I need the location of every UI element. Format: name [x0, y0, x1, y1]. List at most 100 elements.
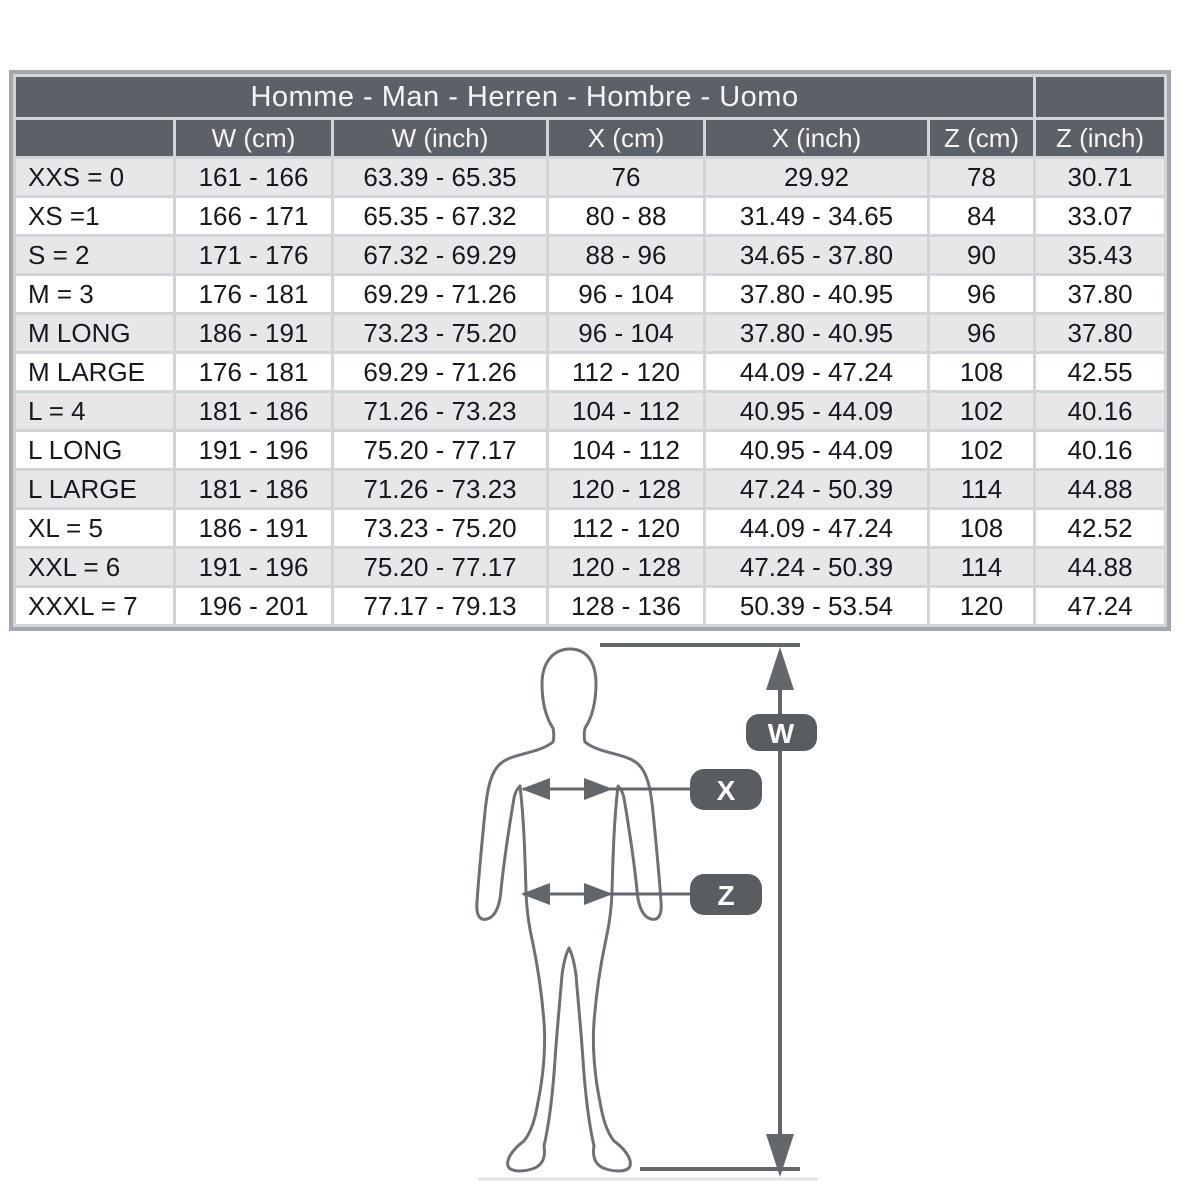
size-label: S = 2 [16, 237, 173, 273]
table-title: Homme - Man - Herren - Hombre - Uomo [16, 77, 1034, 117]
size-label: XXXL = 7 [16, 588, 173, 624]
x-inch-value: 47.24 - 50.39 [706, 549, 927, 585]
z-inch-value: 42.52 [1036, 510, 1165, 546]
waist-badge-label: Z [717, 880, 734, 911]
x-cm-value: 112 - 120 [549, 510, 703, 546]
w-cm-value: 181 - 186 [176, 471, 331, 507]
w-inch-value: 69.29 - 71.26 [334, 276, 546, 312]
w-inch-value: 77.17 - 79.13 [334, 588, 546, 624]
col-header-z-inch: Z (inch) [1036, 120, 1165, 156]
human-figure-outline [475, 647, 663, 1173]
z-cm-value: 96 [930, 315, 1034, 351]
w-cm-value: 186 - 191 [176, 315, 331, 351]
waist-measure [521, 883, 692, 905]
col-header-w-inch: W (inch) [334, 120, 546, 156]
col-header-z-cm: Z (cm) [930, 120, 1034, 156]
z-cm-value: 108 [930, 510, 1034, 546]
x-inch-value: 37.80 - 40.95 [706, 276, 927, 312]
table-row: L LONG 191 - 196 75.20 - 77.17 104 - 112… [16, 432, 1165, 468]
z-inch-value: 42.55 [1036, 354, 1165, 390]
x-cm-value: 96 - 104 [549, 276, 703, 312]
z-cm-value: 90 [930, 237, 1034, 273]
table-row: M = 3 176 - 181 69.29 - 71.26 96 - 104 3… [16, 276, 1165, 312]
x-cm-value: 76 [549, 159, 703, 195]
col-header-x-inch: X (inch) [706, 120, 927, 156]
x-cm-value: 80 - 88 [549, 198, 703, 234]
w-cm-value: 176 - 181 [176, 354, 331, 390]
z-cm-value: 102 [930, 393, 1034, 429]
chest-measure [521, 778, 692, 800]
w-inch-value: 71.26 - 73.23 [334, 393, 546, 429]
w-inch-value: 73.23 - 75.20 [334, 510, 546, 546]
x-cm-value: 104 - 112 [549, 432, 703, 468]
height-badge: W [746, 714, 817, 751]
size-chart-table-container: Homme - Man - Herren - Hombre - Uomo W (… [9, 70, 1171, 631]
table-row: S = 2 171 - 176 67.32 - 69.29 88 - 96 34… [16, 237, 1165, 273]
w-inch-value: 75.20 - 77.17 [334, 432, 546, 468]
w-inch-value: 71.26 - 73.23 [334, 471, 546, 507]
table-row: XXS = 0 161 - 166 63.39 - 65.35 76 29.92… [16, 159, 1165, 195]
w-inch-value: 69.29 - 71.26 [334, 354, 546, 390]
col-header-x-cm: X (cm) [549, 120, 703, 156]
z-inch-value: 44.88 [1036, 549, 1165, 585]
w-cm-value: 196 - 201 [176, 588, 331, 624]
w-inch-value: 65.35 - 67.32 [334, 198, 546, 234]
z-cm-value: 102 [930, 432, 1034, 468]
table-row: XL = 5 186 - 191 73.23 - 75.20 112 - 120… [16, 510, 1165, 546]
z-inch-value: 47.24 [1036, 588, 1165, 624]
size-label: L LONG [16, 432, 173, 468]
x-inch-value: 44.09 - 47.24 [706, 510, 927, 546]
size-chart-table: Homme - Man - Herren - Hombre - Uomo W (… [13, 74, 1168, 627]
w-inch-value: 67.32 - 69.29 [334, 237, 546, 273]
z-cm-value: 114 [930, 471, 1034, 507]
table-title-spacer [1036, 77, 1165, 117]
arrow-left-icon [521, 883, 550, 905]
table-title-row: Homme - Man - Herren - Hombre - Uomo [16, 77, 1165, 117]
x-inch-value: 47.24 - 50.39 [706, 471, 927, 507]
col-header-w-cm: W (cm) [176, 120, 331, 156]
x-cm-value: 104 - 112 [549, 393, 703, 429]
w-cm-value: 176 - 181 [176, 276, 331, 312]
w-cm-value: 191 - 196 [176, 549, 331, 585]
z-cm-value: 78 [930, 159, 1034, 195]
table-row: XXL = 6 191 - 196 75.20 - 77.17 120 - 12… [16, 549, 1165, 585]
x-cm-value: 112 - 120 [549, 354, 703, 390]
w-inch-value: 63.39 - 65.35 [334, 159, 546, 195]
waist-badge: Z [690, 874, 762, 915]
x-inch-value: 37.80 - 40.95 [706, 315, 927, 351]
size-label: L LARGE [16, 471, 173, 507]
x-inch-value: 29.92 [706, 159, 927, 195]
size-label: XXL = 6 [16, 549, 173, 585]
chest-badge-label: X [717, 775, 736, 806]
z-inch-value: 44.88 [1036, 471, 1165, 507]
z-inch-value: 40.16 [1036, 393, 1165, 429]
size-label: L = 4 [16, 393, 173, 429]
table-row: M LARGE 176 - 181 69.29 - 71.26 112 - 12… [16, 354, 1165, 390]
x-cm-value: 120 - 128 [549, 471, 703, 507]
z-cm-value: 96 [930, 276, 1034, 312]
table-row: M LONG 186 - 191 73.23 - 75.20 96 - 104 … [16, 315, 1165, 351]
col-header-size [16, 120, 173, 156]
w-inch-value: 75.20 - 77.17 [334, 549, 546, 585]
arrow-left-icon [521, 778, 550, 800]
w-cm-value: 166 - 171 [176, 198, 331, 234]
height-measure [600, 643, 800, 1177]
size-label: XL = 5 [16, 510, 173, 546]
x-cm-value: 88 - 96 [549, 237, 703, 273]
arrow-down-icon [766, 1134, 794, 1177]
x-cm-value: 96 - 104 [549, 315, 703, 351]
w-cm-value: 161 - 166 [176, 159, 331, 195]
x-inch-value: 31.49 - 34.65 [706, 198, 927, 234]
x-inch-value: 44.09 - 47.24 [706, 354, 927, 390]
table-row: L LARGE 181 - 186 71.26 - 73.23 120 - 12… [16, 471, 1165, 507]
x-inch-value: 40.95 - 44.09 [706, 432, 927, 468]
z-inch-value: 35.43 [1036, 237, 1165, 273]
height-badge-label: W [768, 718, 795, 749]
table-row: XS =1 166 - 171 65.35 - 67.32 80 - 88 31… [16, 198, 1165, 234]
z-cm-value: 84 [930, 198, 1034, 234]
x-cm-value: 128 - 136 [549, 588, 703, 624]
size-label: XXS = 0 [16, 159, 173, 195]
z-inch-value: 40.16 [1036, 432, 1165, 468]
x-inch-value: 34.65 - 37.80 [706, 237, 927, 273]
arrow-right-icon [584, 778, 613, 800]
